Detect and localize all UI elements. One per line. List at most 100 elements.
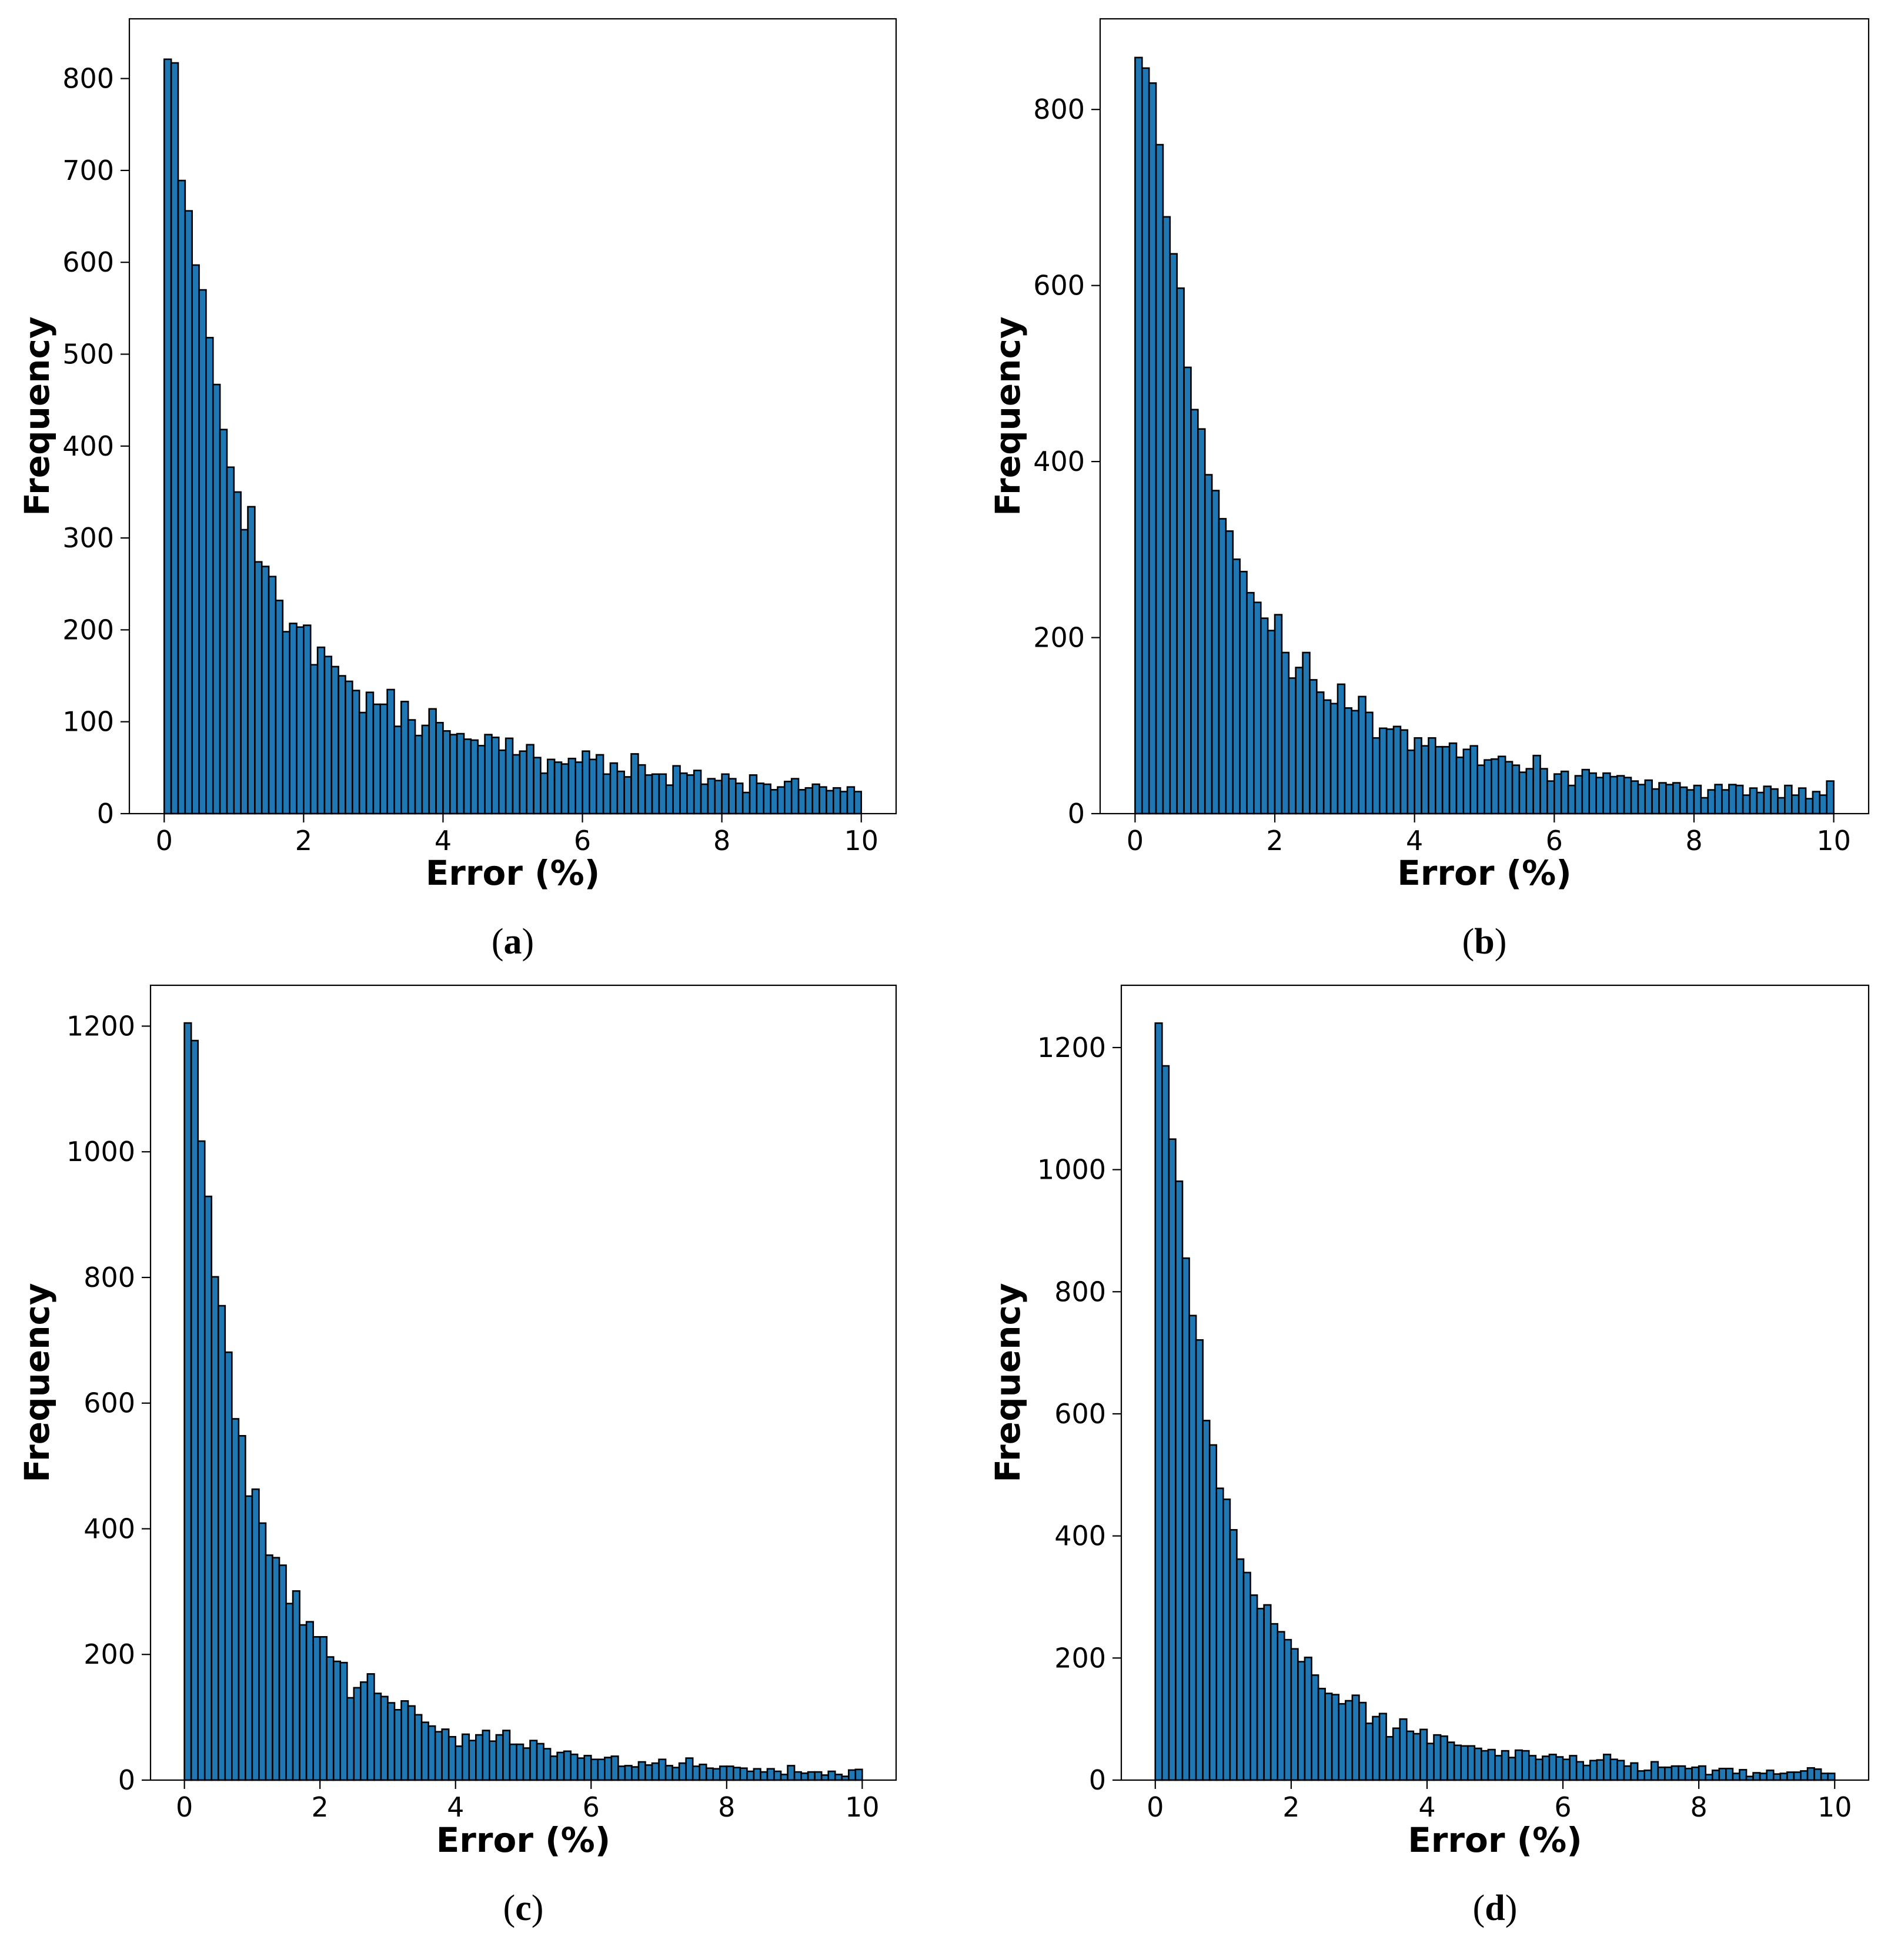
- histogram-bar: [651, 1762, 660, 1781]
- histogram-bar: [1532, 754, 1541, 815]
- histogram-bar: [1218, 518, 1227, 815]
- histogram-bar: [658, 1758, 667, 1781]
- y-tick-label: 200: [83, 1638, 135, 1670]
- caption-letter: c: [515, 1888, 532, 1928]
- histogram-bar: [1324, 1693, 1333, 1781]
- histogram-bar: [414, 1714, 423, 1781]
- histogram-bar: [733, 1767, 741, 1781]
- histogram-bar: [1630, 1762, 1639, 1781]
- histogram-bar: [205, 337, 214, 815]
- y-tick-label: 0: [1068, 798, 1085, 830]
- histogram-bar: [345, 680, 353, 815]
- caption-paren: (: [503, 1888, 516, 1928]
- histogram-bar: [818, 786, 827, 815]
- histogram-bar: [714, 780, 723, 815]
- histogram-bar: [1562, 1758, 1571, 1781]
- histogram-bar: [1277, 1631, 1285, 1781]
- histogram-bar: [1798, 787, 1807, 815]
- histogram-bar: [1345, 1700, 1354, 1781]
- y-tick-label: 0: [97, 798, 114, 830]
- histogram-bar: [763, 783, 771, 815]
- histogram-bar: [543, 1748, 552, 1781]
- histogram-bar: [631, 1766, 640, 1781]
- histogram-bar: [1462, 748, 1472, 815]
- histogram-bar: [1253, 601, 1262, 815]
- y-tick-label: 200: [62, 614, 114, 645]
- histogram-bar: [1197, 428, 1206, 815]
- histogram-bar: [790, 778, 800, 815]
- histogram-bar: [1311, 1674, 1319, 1781]
- histogram-bar: [289, 623, 298, 815]
- histogram-bar: [756, 782, 765, 815]
- histogram-bar: [1650, 1761, 1659, 1781]
- y-tick-label: 400: [83, 1513, 135, 1544]
- y-tick-label: 1200: [1037, 1032, 1106, 1063]
- histogram-bar: [1259, 617, 1269, 815]
- histogram-bar: [509, 1743, 517, 1781]
- x-axis-label: Error (%): [436, 1820, 611, 1860]
- x-axis-label: Error (%): [1397, 853, 1572, 893]
- histogram-bar: [428, 708, 437, 815]
- histogram-bar: [463, 738, 472, 815]
- histogram-bar: [1567, 784, 1576, 815]
- histogram-bar: [685, 1757, 694, 1781]
- histogram-bar: [1707, 789, 1716, 815]
- caption-paren: ): [1505, 1888, 1518, 1928]
- histogram-bar: [1195, 1339, 1204, 1781]
- histogram-bar: [1491, 758, 1499, 815]
- histogram-bar: [1791, 794, 1800, 815]
- histogram-bar: [1759, 1772, 1768, 1781]
- histogram-bar: [1588, 772, 1597, 815]
- histogram-bar: [1148, 82, 1157, 815]
- histogram-bar: [1636, 1770, 1646, 1781]
- histogram-bar: [421, 724, 430, 815]
- histogram-bar: [379, 703, 388, 815]
- histogram-bar: [1337, 683, 1346, 815]
- histogram-bar: [1616, 775, 1625, 815]
- x-tick-label: 2: [1266, 825, 1283, 857]
- histogram-bar: [1521, 1750, 1530, 1781]
- histogram-bar: [316, 646, 326, 815]
- histogram-bar: [1693, 784, 1702, 815]
- histogram-bar: [1651, 788, 1660, 815]
- histogram-bar: [707, 778, 716, 815]
- histogram-bar: [477, 745, 486, 815]
- histogram-bar: [637, 764, 646, 815]
- histogram-bar: [323, 655, 333, 815]
- histogram-bar: [1819, 794, 1828, 815]
- x-tick-label: 10: [844, 825, 878, 857]
- histogram-bar: [741, 791, 751, 815]
- y-tick-label: 600: [83, 1387, 135, 1419]
- histogram-bar: [358, 711, 367, 815]
- histogram-bar: [1700, 797, 1709, 815]
- histogram-bar: [1242, 1571, 1251, 1781]
- bars: [163, 58, 863, 815]
- x-tick-label: 0: [176, 1791, 193, 1823]
- histogram-bar: [839, 791, 848, 815]
- histogram-bar: [1412, 1732, 1421, 1781]
- caption-paren: (: [1462, 922, 1475, 962]
- histogram-bar: [1609, 1758, 1618, 1781]
- histogram-bar: [407, 719, 416, 815]
- histogram-bar: [1657, 1766, 1666, 1781]
- histogram-bar: [567, 757, 576, 815]
- histogram-bar: [770, 789, 779, 815]
- histogram-bar: [1528, 1755, 1537, 1781]
- histogram-bar: [1232, 558, 1241, 815]
- histogram-bar: [353, 1687, 362, 1781]
- histogram-bar: [233, 491, 242, 815]
- histogram-bar: [1405, 1730, 1415, 1781]
- y-tick-label: 400: [1054, 1520, 1106, 1552]
- histogram-bar: [1784, 784, 1793, 815]
- histogram-bar: [533, 757, 542, 815]
- histogram-panel-d: 0 2 4 6 8 10 0 200 400 600 800 1000 1200 Error (%) Fre…: [988, 984, 1870, 1928]
- histogram-bar: [1229, 1528, 1238, 1781]
- axes-frame: [149, 984, 897, 1781]
- histogram-bar: [1215, 1487, 1224, 1781]
- histogram-bar: [1351, 1694, 1360, 1781]
- histogram-bar: [414, 734, 423, 815]
- histogram-bar: [773, 1770, 782, 1781]
- histogram-bar: [637, 1761, 646, 1781]
- histogram-bar: [275, 600, 284, 815]
- histogram-bar: [387, 1702, 396, 1781]
